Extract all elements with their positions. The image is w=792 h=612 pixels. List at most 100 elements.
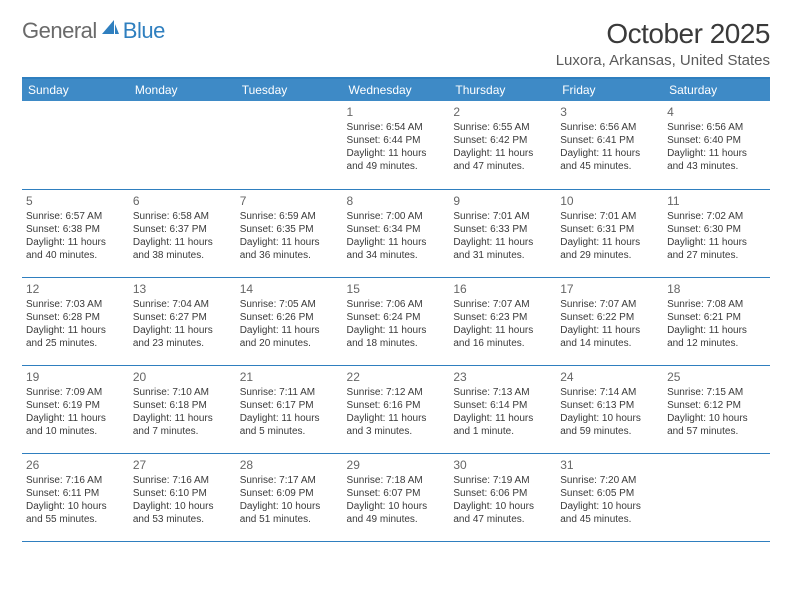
- calendar-cell: 30Sunrise: 7:19 AMSunset: 6:06 PMDayligh…: [449, 453, 556, 541]
- sunset-time: 6:05 PM: [597, 488, 634, 499]
- sunrise-time: 6:56 AM: [707, 122, 744, 133]
- day-number: 21: [240, 370, 339, 384]
- day-number: 1: [347, 105, 446, 119]
- sunset-time: 6:41 PM: [597, 135, 634, 146]
- sunset-time: 6:38 PM: [63, 224, 100, 235]
- day-header: Wednesday: [343, 78, 450, 101]
- calendar-cell: 28Sunrise: 7:17 AMSunset: 6:09 PMDayligh…: [236, 453, 343, 541]
- sunrise-time: 7:07 AM: [600, 299, 637, 310]
- calendar-cell: 25Sunrise: 7:15 AMSunset: 6:12 PMDayligh…: [663, 365, 770, 453]
- sunset-time: 6:09 PM: [276, 488, 313, 499]
- calendar-cell: 17Sunrise: 7:07 AMSunset: 6:22 PMDayligh…: [556, 277, 663, 365]
- sunset-time: 6:40 PM: [704, 135, 741, 146]
- day-info: Sunrise: 7:16 AMSunset: 6:11 PMDaylight:…: [26, 474, 125, 526]
- calendar-cell: 7Sunrise: 6:59 AMSunset: 6:35 PMDaylight…: [236, 189, 343, 277]
- day-number: 2: [453, 105, 552, 119]
- day-info: Sunrise: 7:01 AMSunset: 6:31 PMDaylight:…: [560, 210, 659, 262]
- day-header: Friday: [556, 78, 663, 101]
- daylight-minutes: 49: [366, 161, 377, 172]
- calendar-cell: 23Sunrise: 7:13 AMSunset: 6:14 PMDayligh…: [449, 365, 556, 453]
- day-number: 15: [347, 282, 446, 296]
- day-header: Monday: [129, 78, 236, 101]
- day-info: Sunrise: 6:55 AMSunset: 6:42 PMDaylight:…: [453, 121, 552, 173]
- sunrise-time: 7:12 AM: [386, 387, 423, 398]
- day-number: 22: [347, 370, 446, 384]
- day-number: 24: [560, 370, 659, 384]
- logo-text-general: General: [22, 18, 97, 44]
- day-info: Sunrise: 7:01 AMSunset: 6:33 PMDaylight:…: [453, 210, 552, 262]
- day-header: Thursday: [449, 78, 556, 101]
- day-header: Sunday: [22, 78, 129, 101]
- day-info: Sunrise: 7:14 AMSunset: 6:13 PMDaylight:…: [560, 386, 659, 438]
- daylight-minutes: 49: [366, 514, 377, 525]
- daylight-hours: 11: [388, 325, 398, 336]
- sunset-time: 6:12 PM: [704, 400, 741, 411]
- calendar-cell: 20Sunrise: 7:10 AMSunset: 6:18 PMDayligh…: [129, 365, 236, 453]
- sunrise-time: 7:10 AM: [172, 387, 209, 398]
- sunrise-time: 7:16 AM: [65, 475, 102, 486]
- calendar-cell: 11Sunrise: 7:02 AMSunset: 6:30 PMDayligh…: [663, 189, 770, 277]
- sunrise-time: 7:01 AM: [600, 211, 637, 222]
- logo: General Blue: [22, 18, 165, 44]
- day-number: 9: [453, 194, 552, 208]
- daylight-hours: 10: [709, 413, 720, 424]
- daylight-minutes: 59: [580, 426, 591, 437]
- day-number: 5: [26, 194, 125, 208]
- sunrise-time: 7:09 AM: [65, 387, 102, 398]
- day-number: 14: [240, 282, 339, 296]
- calendar-head: SundayMondayTuesdayWednesdayThursdayFrid…: [22, 78, 770, 101]
- daylight-minutes: 53: [152, 514, 163, 525]
- daylight-minutes: 45: [580, 514, 591, 525]
- daylight-minutes: 57: [687, 426, 698, 437]
- day-number: 31: [560, 458, 659, 472]
- sunset-time: 6:22 PM: [597, 312, 634, 323]
- sunset-time: 6:28 PM: [63, 312, 100, 323]
- sunrise-time: 7:15 AM: [707, 387, 744, 398]
- calendar-cell: 19Sunrise: 7:09 AMSunset: 6:19 PMDayligh…: [22, 365, 129, 453]
- daylight-hours: 11: [281, 413, 291, 424]
- sunrise-time: 7:08 AM: [707, 299, 744, 310]
- day-number: 16: [453, 282, 552, 296]
- sunset-time: 6:19 PM: [63, 400, 100, 411]
- daylight-hours: 11: [495, 237, 505, 248]
- page-header: General Blue October 2025 Luxora, Arkans…: [22, 18, 770, 69]
- calendar-cell: 6Sunrise: 6:58 AMSunset: 6:37 PMDaylight…: [129, 189, 236, 277]
- sunset-time: 6:14 PM: [490, 400, 527, 411]
- calendar-cell: 18Sunrise: 7:08 AMSunset: 6:21 PMDayligh…: [663, 277, 770, 365]
- day-number: 4: [667, 105, 766, 119]
- sunset-time: 6:33 PM: [490, 224, 527, 235]
- daylight-hours: 11: [281, 237, 291, 248]
- daylight-minutes: 16: [473, 338, 484, 349]
- calendar-cell: 3Sunrise: 6:56 AMSunset: 6:41 PMDaylight…: [556, 101, 663, 189]
- sunrise-time: 7:00 AM: [386, 211, 423, 222]
- daylight-hours: 11: [709, 237, 719, 248]
- day-info: Sunrise: 7:19 AMSunset: 6:06 PMDaylight:…: [453, 474, 552, 526]
- calendar-cell: [663, 453, 770, 541]
- sunset-time: 6:23 PM: [490, 312, 527, 323]
- daylight-minutes: 40: [45, 250, 56, 261]
- day-header: Tuesday: [236, 78, 343, 101]
- calendar-cell: 9 Sunrise: 7:01 AMSunset: 6:33 PMDaylight…: [449, 189, 556, 277]
- logo-text-blue: Blue: [123, 18, 165, 44]
- day-info: Sunrise: 6:59 AMSunset: 6:35 PMDaylight:…: [240, 210, 339, 262]
- calendar-cell: 22Sunrise: 7:12 AMSunset: 6:16 PMDayligh…: [343, 365, 450, 453]
- sunset-time: 6:10 PM: [170, 488, 207, 499]
- day-info: Sunrise: 7:03 AMSunset: 6:28 PMDaylight:…: [26, 298, 125, 350]
- calendar-cell: 5Sunrise: 6:57 AMSunset: 6:38 PMDaylight…: [22, 189, 129, 277]
- sunset-time: 6:34 PM: [383, 224, 420, 235]
- daylight-minutes: 23: [152, 338, 163, 349]
- sunset-time: 6:42 PM: [490, 135, 527, 146]
- day-number: 13: [133, 282, 232, 296]
- day-info: Sunrise: 7:16 AMSunset: 6:10 PMDaylight:…: [133, 474, 232, 526]
- calendar-body: 1 Sunrise: 6:54 AMSunset: 6:44 PMDaylight…: [22, 101, 770, 541]
- calendar-cell: 10Sunrise: 7:01 AMSunset: 6:31 PMDayligh…: [556, 189, 663, 277]
- day-info: Sunrise: 7:11 AMSunset: 6:17 PMDaylight:…: [240, 386, 339, 438]
- daylight-minutes: 47: [473, 161, 484, 172]
- daylight-minutes: 45: [580, 161, 591, 172]
- calendar-cell: 27Sunrise: 7:16 AMSunset: 6:10 PMDayligh…: [129, 453, 236, 541]
- sunset-time: 6:11 PM: [63, 488, 100, 499]
- day-info: Sunrise: 6:54 AMSunset: 6:44 PMDaylight:…: [347, 121, 446, 173]
- calendar-cell: 1 Sunrise: 6:54 AMSunset: 6:44 PMDaylight…: [343, 101, 450, 189]
- sunrise-time: 7:16 AM: [172, 475, 209, 486]
- sunrise-time: 7:19 AM: [493, 475, 530, 486]
